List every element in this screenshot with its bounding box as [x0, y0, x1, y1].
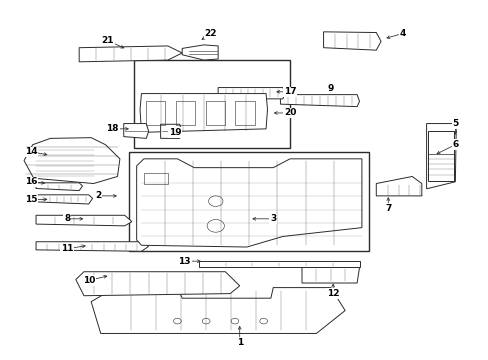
Text: 14: 14: [25, 147, 38, 156]
Polygon shape: [140, 94, 267, 132]
Bar: [205, 100, 224, 125]
Polygon shape: [160, 124, 181, 138]
Polygon shape: [302, 267, 359, 283]
Bar: [129, 152, 368, 251]
Polygon shape: [79, 46, 182, 62]
Polygon shape: [36, 183, 82, 190]
Polygon shape: [91, 288, 345, 333]
Text: 12: 12: [326, 289, 339, 298]
Text: 5: 5: [451, 119, 458, 128]
Polygon shape: [323, 32, 380, 50]
Text: 4: 4: [399, 29, 405, 38]
Polygon shape: [376, 176, 421, 196]
Text: 13: 13: [178, 257, 190, 266]
Text: 20: 20: [283, 108, 296, 117]
Text: 19: 19: [168, 128, 181, 137]
Polygon shape: [137, 159, 361, 247]
Polygon shape: [280, 95, 359, 107]
Polygon shape: [123, 123, 148, 138]
Bar: [146, 100, 165, 125]
Polygon shape: [182, 45, 218, 60]
Text: 16: 16: [25, 177, 38, 186]
Polygon shape: [199, 261, 359, 267]
Bar: [134, 60, 289, 148]
Text: 8: 8: [64, 214, 70, 223]
Text: 10: 10: [82, 276, 95, 285]
Bar: [235, 100, 254, 125]
Text: 9: 9: [327, 84, 333, 93]
Polygon shape: [36, 242, 148, 251]
Text: 18: 18: [106, 124, 119, 133]
Text: 22: 22: [204, 29, 217, 38]
Bar: [143, 173, 167, 184]
Polygon shape: [218, 87, 285, 99]
Text: 21: 21: [102, 36, 114, 45]
Polygon shape: [36, 195, 92, 204]
Text: 2: 2: [95, 192, 101, 201]
Text: 17: 17: [283, 87, 296, 96]
Text: 11: 11: [61, 244, 73, 253]
Bar: [176, 100, 195, 125]
Polygon shape: [36, 215, 132, 226]
Text: 3: 3: [269, 214, 276, 223]
Text: 15: 15: [25, 195, 38, 204]
Polygon shape: [76, 272, 239, 296]
Text: 6: 6: [451, 140, 458, 149]
Text: 7: 7: [384, 204, 391, 213]
Text: 1: 1: [236, 338, 243, 347]
Polygon shape: [24, 138, 120, 184]
Polygon shape: [426, 123, 455, 189]
